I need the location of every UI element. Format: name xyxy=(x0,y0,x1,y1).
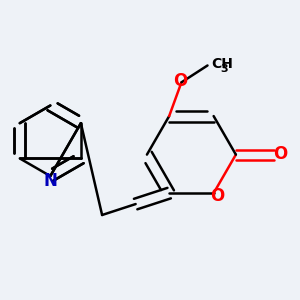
Text: CH: CH xyxy=(212,57,233,71)
Text: O: O xyxy=(173,72,187,90)
Text: O: O xyxy=(210,187,224,205)
Text: N: N xyxy=(44,172,57,190)
Text: 3: 3 xyxy=(221,64,228,74)
Text: O: O xyxy=(273,145,288,163)
